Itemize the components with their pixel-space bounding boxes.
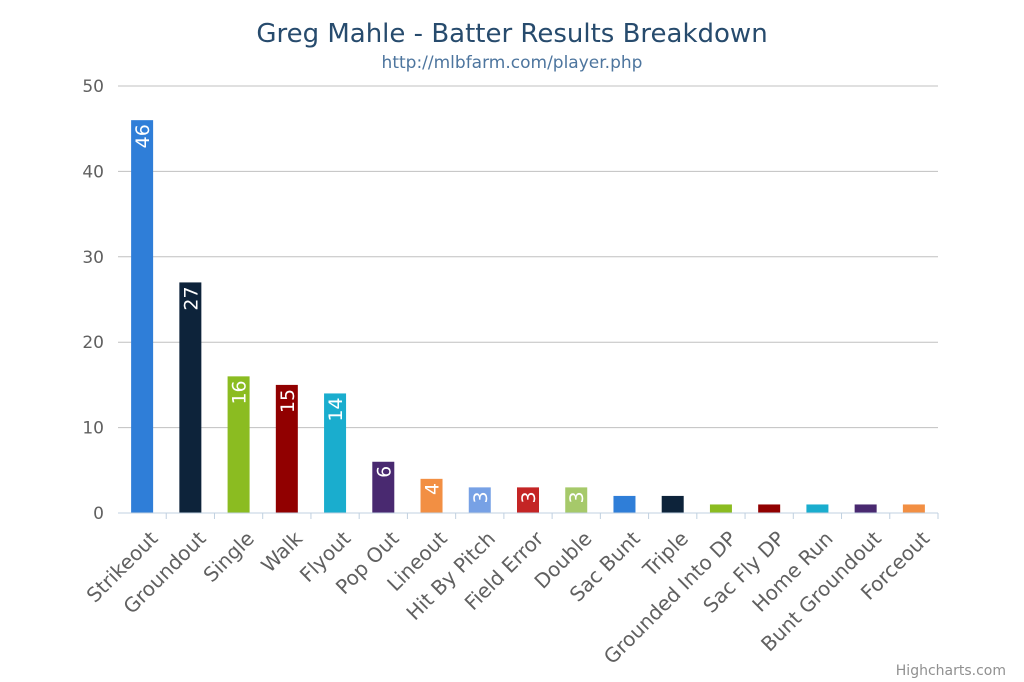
bar[interactable] (324, 393, 347, 513)
bar[interactable] (854, 504, 877, 513)
bar[interactable] (275, 384, 298, 513)
bars (131, 120, 925, 513)
bar[interactable] (806, 504, 829, 513)
data-label: 46 (132, 124, 154, 148)
bar[interactable] (372, 461, 395, 513)
bar[interactable] (758, 504, 781, 513)
data-label: 15 (277, 389, 299, 413)
y-tick-label: 40 (82, 162, 104, 182)
bar[interactable] (613, 495, 636, 513)
bar[interactable] (131, 120, 154, 513)
bar[interactable] (179, 282, 202, 513)
y-tick-label: 0 (93, 504, 104, 524)
y-tick-label: 50 (82, 77, 104, 97)
data-label: 27 (180, 286, 202, 310)
highcharts-credit[interactable]: Highcharts.com (896, 663, 1006, 679)
bar[interactable] (517, 487, 539, 513)
x-tick-label: Single (198, 526, 258, 586)
bar[interactable] (661, 495, 684, 513)
data-labels: 46 27 16 15 14 6 4 3 3 3 (132, 124, 588, 503)
gridlines (118, 85, 938, 429)
data-label: 3 (566, 491, 588, 503)
bar[interactable] (468, 487, 491, 513)
data-label: 4 (422, 483, 444, 495)
y-axis-ticks: 0 10 20 30 40 50 (82, 77, 104, 524)
data-label: 14 (325, 397, 347, 421)
chart-subtitle: http://mlbfarm.com/player.php (382, 53, 643, 73)
y-tick-label: 10 (82, 419, 104, 439)
bar[interactable] (565, 487, 588, 513)
y-tick-label: 30 (82, 248, 104, 268)
data-label: 3 (518, 491, 540, 503)
data-label: 3 (470, 491, 492, 503)
bar[interactable] (709, 504, 732, 513)
chart-title: Greg Mahle - Batter Results Breakdown (256, 19, 767, 49)
data-label: 16 (229, 380, 251, 404)
bar[interactable] (420, 478, 443, 513)
bar[interactable] (227, 376, 250, 513)
data-label: 6 (373, 466, 395, 478)
bar[interactable] (902, 504, 925, 513)
y-tick-label: 20 (82, 333, 104, 353)
